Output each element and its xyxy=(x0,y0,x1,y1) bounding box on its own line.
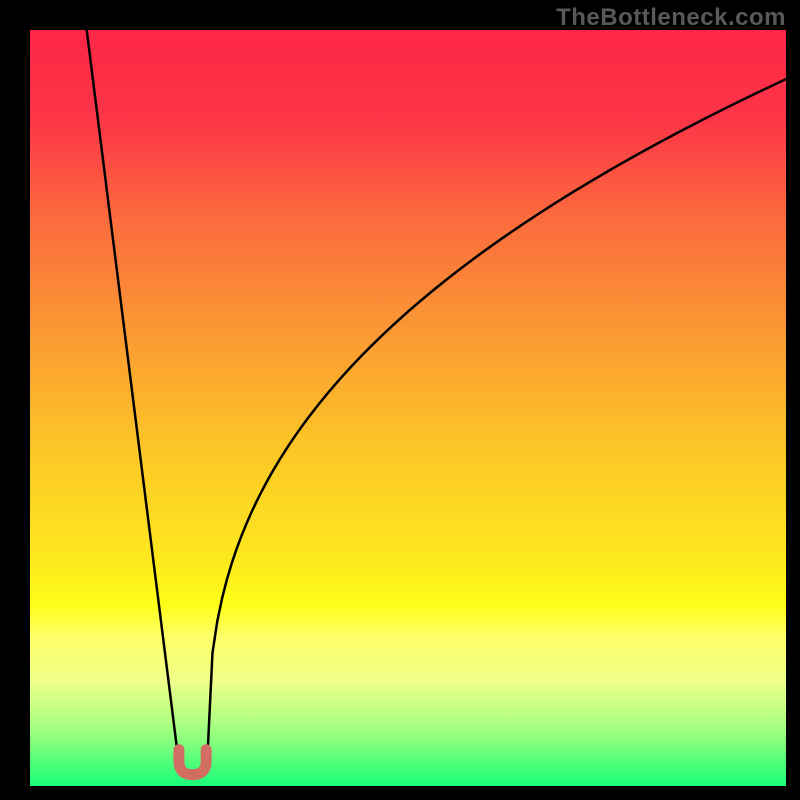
bottleneck-chart xyxy=(0,0,800,800)
chart-background-gradient xyxy=(30,30,786,786)
watermark-text: TheBottleneck.com xyxy=(556,4,786,32)
